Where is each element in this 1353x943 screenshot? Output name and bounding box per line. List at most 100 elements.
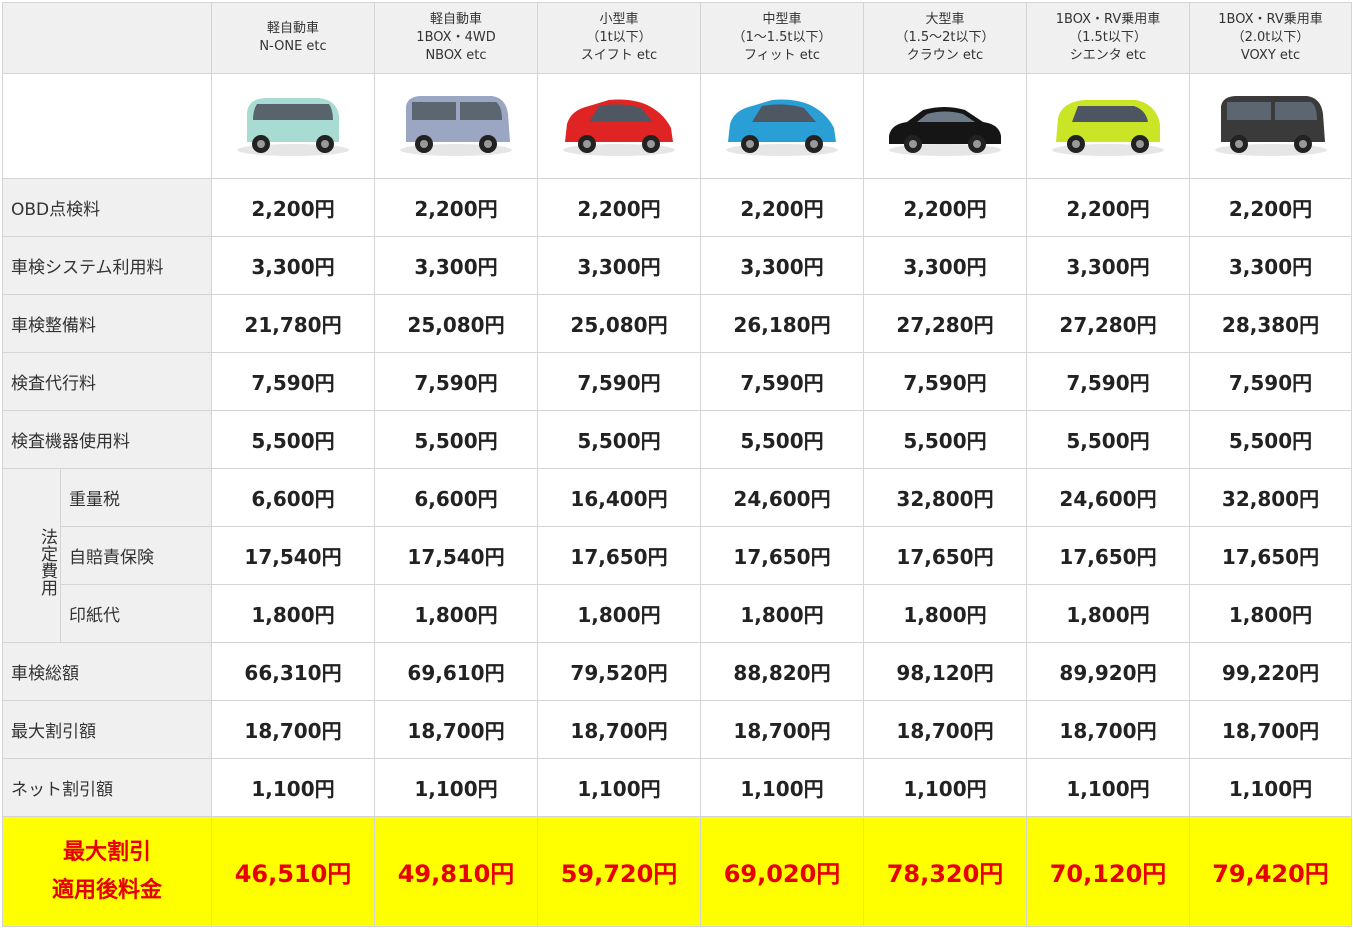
price-cell: 17,540円: [374, 526, 538, 585]
price-cell: 2,200円: [700, 178, 864, 237]
price-cell: 24,600円: [1026, 468, 1190, 527]
price-cell: 27,280円: [1026, 294, 1190, 353]
price-cell: 3,300円: [863, 236, 1027, 295]
price-cell: 26,180円: [700, 294, 864, 353]
vehicle-class-header: 1BOX・RV乗用車 （2.0t以下） VOXY etc: [1189, 2, 1352, 74]
final-price-cell: 59,720円: [537, 816, 701, 927]
price-cell: 3,300円: [537, 236, 701, 295]
header-line: 小型車: [599, 12, 639, 27]
price-cell: 1,800円: [1189, 584, 1352, 643]
legal-fee-row: 自賠責保険 17,540円 17,540円 17,650円 17,650円 17,650円…: [3, 526, 1352, 585]
price-cell: 99,220円: [1189, 642, 1352, 701]
price-cell: 1,800円: [374, 584, 538, 643]
price-cell: 2,200円: [1026, 178, 1190, 237]
fee-row: OBD点検料 2,200円 2,200円 2,200円 2,200円 2,200円 2,20…: [2, 178, 1352, 237]
final-price-cell: 79,420円: [1189, 816, 1352, 927]
price-cell: 5,500円: [537, 410, 701, 469]
final-price-cell: 49,810円: [374, 816, 538, 927]
price-cell: 17,650円: [863, 526, 1027, 585]
row-label: 重量税: [60, 468, 212, 527]
price-cell: 1,800円: [1026, 584, 1190, 643]
legal-fees-group-label: 法定費用: [2, 468, 61, 643]
fee-row: 車検システム利用料 3,300円 3,300円 3,300円 3,300円 3,300円 3…: [2, 236, 1352, 295]
price-cell: 1,100円: [211, 758, 375, 817]
price-cell: 5,500円: [1189, 410, 1352, 469]
row-label: 最大割引額: [2, 700, 212, 759]
price-cell: 25,080円: [537, 294, 701, 353]
price-cell: 18,700円: [537, 700, 701, 759]
image-row: [2, 73, 1352, 179]
price-cell: 2,200円: [211, 178, 375, 237]
row-label: 印紙代: [60, 584, 212, 643]
price-cell: 66,310円: [211, 642, 375, 701]
vehicle-image-cell: [537, 73, 701, 179]
final-price-label: 最大割引 適用後料金: [2, 816, 212, 927]
vehicle-image-cell: [863, 73, 1027, 179]
price-cell: 5,500円: [211, 410, 375, 469]
header-line: （2.0t以下）: [1231, 30, 1310, 45]
price-cell: 7,590円: [211, 352, 375, 411]
price-cell: 89,920円: [1026, 642, 1190, 701]
vehicle-image-cell: [374, 73, 538, 179]
final-price-cell: 70,120円: [1026, 816, 1190, 927]
header-line: （1t以下）: [586, 30, 652, 45]
price-cell: 7,590円: [374, 352, 538, 411]
row-label: 検査機器使用料: [2, 410, 212, 469]
summary-row: ネット割引額 1,100円 1,100円 1,100円 1,100円 1,100円 1,10…: [2, 758, 1352, 817]
header-line: フィット etc: [743, 48, 821, 63]
price-cell: 17,650円: [700, 526, 864, 585]
row-label: ネット割引額: [2, 758, 212, 817]
car-image: [233, 88, 353, 164]
price-cell: 5,500円: [1026, 410, 1190, 469]
price-cell: 16,400円: [537, 468, 701, 527]
final-price-label-line: 適用後料金: [51, 877, 162, 903]
header-line: スイフト etc: [580, 48, 658, 63]
price-cell: 5,500円: [374, 410, 538, 469]
header-line: （1.5t以下）: [1069, 30, 1147, 45]
vehicle-class-header: 軽自動車 N-ONE etc: [211, 2, 375, 74]
summary-row: 車検総額 66,310円 69,610円 79,520円 88,820円 98,120円 8…: [2, 642, 1352, 701]
header-row: 軽自動車 N-ONE etc 軽自動車 1BOX・4WD NBOX etc 小型車 （1t以…: [2, 2, 1352, 74]
final-price-row: 最大割引 適用後料金 46,510円 49,810円 59,720円 69,020円 78,…: [2, 816, 1352, 927]
price-cell: 1,100円: [1026, 758, 1190, 817]
fee-row: 車検整備料 21,780円 25,080円 25,080円 26,180円 27,280円…: [2, 294, 1352, 353]
price-cell: 17,650円: [537, 526, 701, 585]
price-cell: 2,200円: [537, 178, 701, 237]
row-label: 車検整備料: [2, 294, 212, 353]
price-cell: 1,100円: [537, 758, 701, 817]
car-image: [1211, 88, 1331, 164]
final-price-cell: 46,510円: [211, 816, 375, 927]
price-cell: 3,300円: [211, 236, 375, 295]
price-cell: 27,280円: [863, 294, 1027, 353]
vehicle-class-header: 軽自動車 1BOX・4WD NBOX etc: [374, 2, 538, 74]
price-cell: 25,080円: [374, 294, 538, 353]
row-label: 車検システム利用料: [2, 236, 212, 295]
price-table-body: 軽自動車 N-ONE etc 軽自動車 1BOX・4WD NBOX etc 小型車 （1t以…: [2, 2, 1352, 927]
price-cell: 3,300円: [374, 236, 538, 295]
header-line: 中型車: [762, 12, 802, 27]
price-cell: 18,700円: [1189, 700, 1352, 759]
price-cell: 7,590円: [537, 352, 701, 411]
car-image: [885, 88, 1005, 164]
final-price-label-line: 最大割引: [62, 839, 151, 865]
price-cell: 21,780円: [211, 294, 375, 353]
price-cell: 1,800円: [537, 584, 701, 643]
price-cell: 1,800円: [211, 584, 375, 643]
header-line: シエンタ etc: [1069, 48, 1147, 63]
header-line: （1.5～2t以下）: [895, 30, 995, 45]
price-cell: 17,540円: [211, 526, 375, 585]
row-label: 自賠責保険: [60, 526, 212, 585]
final-price-cell: 78,320円: [863, 816, 1027, 927]
price-cell: 2,200円: [1189, 178, 1352, 237]
price-cell: 7,590円: [1189, 352, 1352, 411]
price-cell: 88,820円: [700, 642, 864, 701]
price-cell: 3,300円: [700, 236, 864, 295]
price-cell: 1,100円: [374, 758, 538, 817]
price-cell: 32,800円: [1189, 468, 1352, 527]
vehicle-image-cell: [211, 73, 375, 179]
price-cell: 2,200円: [863, 178, 1027, 237]
header-line: 1BOX・RV乗用車: [1055, 12, 1161, 27]
header-line: 軽自動車: [429, 12, 482, 27]
row-label: OBD点検料: [2, 178, 212, 237]
legal-fee-row: 法定費用 重量税 6,600円 6,600円 16,400円 24,600円 32,800円…: [2, 468, 1352, 643]
